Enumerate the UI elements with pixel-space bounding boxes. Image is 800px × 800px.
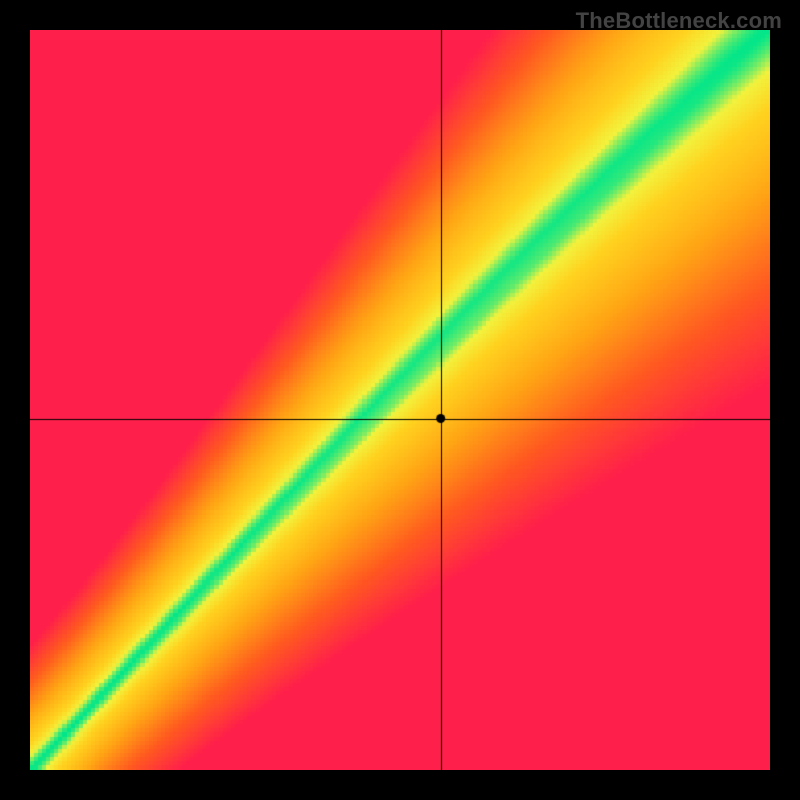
watermark-text: TheBottleneck.com bbox=[576, 8, 782, 34]
bottleneck-heatmap bbox=[30, 30, 770, 770]
